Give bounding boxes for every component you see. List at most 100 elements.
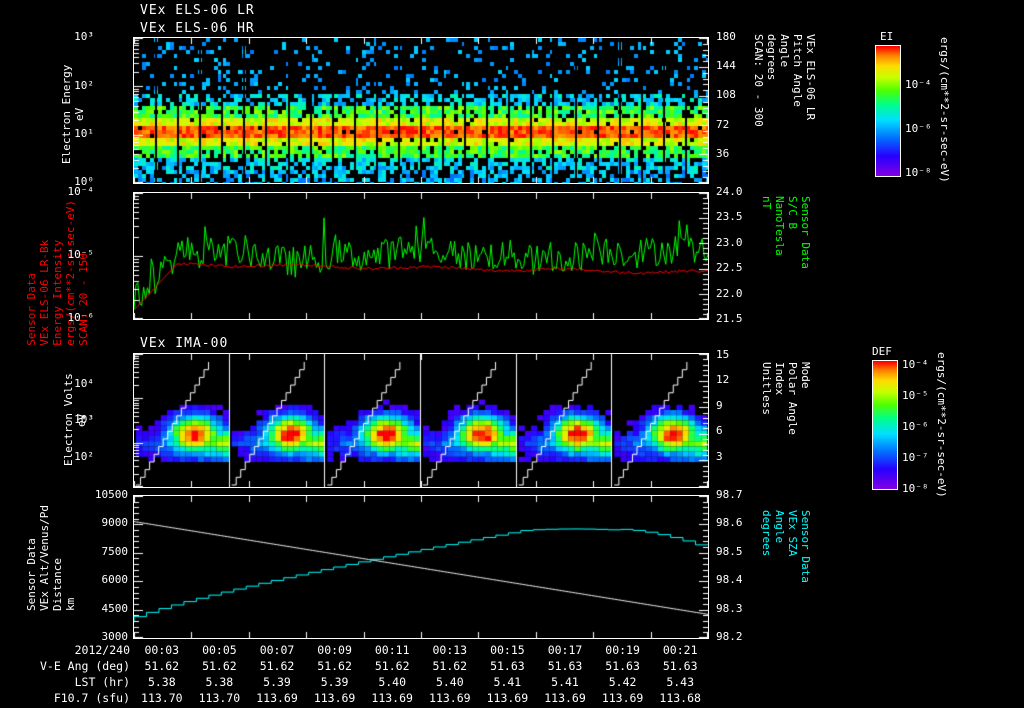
bottom-table-value: 113.69 <box>256 691 298 705</box>
bottom-table-value: 113.70 <box>141 691 183 705</box>
panel4-right-axis-label: Sensor Data VEx SZA Angle degrees <box>760 510 812 583</box>
bottom-axis-table: 2012/240 V-E Ang (deg) LST (hr) F10.7 (sfu)… <box>0 643 1024 705</box>
panel4-rlab-2: Angle <box>773 510 786 544</box>
bottom-table-value: 51.63 <box>490 659 525 673</box>
panel3-rlab-0: Mode <box>799 362 812 389</box>
panel4-rtick-1: 98.6 <box>716 516 743 529</box>
panel4-llab-3: km <box>64 597 77 611</box>
colorbar-ei-ticklabels: 10⁻⁴ 10⁻⁶ 10⁻⁸ <box>905 45 949 179</box>
panel2-ytick-1: 10⁻⁵ <box>67 248 95 261</box>
bottom-table-value: 113.69 <box>429 691 471 705</box>
panel3-ytick-4: 10⁴ <box>74 377 94 390</box>
bottom-table-value: 51.63 <box>605 659 640 673</box>
colorbar-def <box>872 360 898 490</box>
panel1-rlab-2: Angle <box>778 34 791 68</box>
panel1-rlab-0: VEx ELS-06 LR <box>804 34 817 121</box>
colorbar-ei-title: EI <box>880 30 894 43</box>
panel2-rtick-4: 22.0 <box>716 287 743 300</box>
panel3-rtick-15: 15 <box>716 348 730 361</box>
panel2-rlab-0: Sensor Data <box>799 196 812 269</box>
panel1-rtick-144: 144 <box>716 59 736 72</box>
colorbar-def-tick-4: 10⁻⁸ <box>902 482 929 495</box>
bottom-table-value: 51.62 <box>374 659 410 673</box>
bottom-table-value: 113.70 <box>198 691 241 705</box>
panel3-rlab-1: Polar Angle <box>786 362 799 435</box>
bottom-table-value: 51.62 <box>144 659 180 673</box>
bottom-table-value: 5.41 <box>551 675 579 689</box>
bottom-table-row-label: LST (hr) <box>74 675 130 689</box>
panel2-right-axis-label: Sensor Data S/C B NanoTesla nT <box>760 196 812 269</box>
panel1-rtick-108: 108 <box>716 88 736 101</box>
panel4-llab-0: Sensor Data <box>25 538 38 611</box>
bottom-table-time: 00:07 <box>259 643 295 657</box>
panel3-title: VEx IMA-00 <box>140 336 229 351</box>
bottom-table-value: 5.38 <box>205 675 234 689</box>
panel2-rlab-1: S/C B <box>786 196 799 230</box>
panel3-plot-area[interactable] <box>133 353 709 488</box>
panel3-rtick-3: 3 <box>716 450 723 463</box>
panel4-ytick-5: 3000 <box>101 630 129 643</box>
bottom-table-value: 5.40 <box>435 675 464 689</box>
colorbar-ei <box>875 45 901 177</box>
bottom-table-time: 00:11 <box>374 643 410 657</box>
panel4-plot-area[interactable] <box>133 495 709 639</box>
panel1-rlab-3: degrees <box>765 34 778 81</box>
bottom-table-value: 51.62 <box>317 659 352 673</box>
panel1-rtick-36: 36 <box>716 147 730 160</box>
panel3-ytick-2: 10² <box>74 450 94 463</box>
colorbar-def-tick-1: 10⁻⁵ <box>902 389 929 402</box>
panel1-rtick-72: 72 <box>716 118 730 131</box>
panel4-ytick-0: 10500 <box>94 488 128 501</box>
panel4-rtick-4: 98.3 <box>716 602 743 615</box>
bottom-table-time: 00:03 <box>144 643 180 657</box>
panel2-rtick-1: 23.5 <box>716 210 743 223</box>
panel2-rtick-0: 24.0 <box>716 185 743 198</box>
panel4-rtick-3: 98.4 <box>716 573 743 586</box>
panel1-title-hr: VEx ELS-06 HR <box>140 21 255 36</box>
panel1-rlab-1: Pitch Angle <box>791 34 804 107</box>
panel3-right-axis-label: Mode Polar Angle Index Unitless <box>760 362 812 435</box>
panel1-ytick-1: 10¹ <box>74 127 94 140</box>
bottom-table-value: 113.69 <box>486 691 529 705</box>
bottom-table-value: 5.41 <box>493 675 522 689</box>
panel1-plot-area[interactable] <box>133 37 709 184</box>
bottom-table-value: 5.40 <box>378 675 407 689</box>
bottom-table-row-label: V-E Ang (deg) <box>39 659 130 673</box>
colorbar-def-title: DEF <box>872 345 892 358</box>
panel3-ytick-3: 10³ <box>74 413 94 426</box>
panel4-ytick-3: 6000 <box>101 573 129 586</box>
panel4-llab-1: VEx Alt/Venus/Pd <box>38 505 51 611</box>
panel1-ytick-2: 10² <box>74 79 94 92</box>
panel2-plot-area[interactable] <box>133 192 709 320</box>
panel3-rtick-9: 9 <box>716 399 723 412</box>
panel1-ytick-3: 10³ <box>74 30 94 43</box>
panel4-rlab-1: VEx SZA <box>786 510 799 557</box>
bottom-table-value: 113.69 <box>371 691 413 705</box>
panel1-ytick-0: 10⁰ <box>74 175 94 188</box>
bottom-table-time: 00:13 <box>432 643 468 657</box>
colorbar-ei-tick-2: 10⁻⁸ <box>905 166 932 179</box>
bottom-table-row-label: F10.7 (sfu) <box>53 691 130 705</box>
colorbar-def-tick-3: 10⁻⁷ <box>902 451 929 464</box>
bottom-table-value: 51.63 <box>662 659 698 673</box>
panel3-rlab-3: Unitless <box>760 362 773 415</box>
panel2-rtick-2: 23.0 <box>716 236 743 249</box>
panel2-rtick-3: 22.5 <box>716 261 743 274</box>
bottom-table-time: 00:17 <box>547 643 583 657</box>
panel1-right-axis-label: VEx ELS-06 LR Pitch Angle Angle degrees … <box>752 34 817 127</box>
panel4-ytick-1: 9000 <box>101 516 129 529</box>
panel3-left-axis-label-line1: Electron Volts <box>62 373 75 467</box>
bottom-table-value: 113.69 <box>313 691 356 705</box>
panel4-rlab-0: Sensor Data <box>799 510 812 583</box>
panel3-rlab-2: Index <box>773 362 786 396</box>
bottom-table-value: 5.39 <box>263 675 291 689</box>
panel1-left-axis-label: Electron Energy eV <box>60 44 86 184</box>
panel1-left-axis-label-line1: Electron Energy <box>60 64 73 164</box>
bottom-table-value: 113.69 <box>544 691 586 705</box>
bottom-table-time: 00:05 <box>202 643 237 657</box>
panel4-rtick-5: 98.2 <box>716 630 743 643</box>
bottom-table-value: 51.62 <box>432 659 468 673</box>
panel1-title-lr: VEx ELS-06 LR <box>140 3 255 18</box>
bottom-table-time: 00:15 <box>490 643 525 657</box>
colorbar-ei-unit-label: ergs/(cm**2-sr-sec-eV) <box>938 37 951 183</box>
